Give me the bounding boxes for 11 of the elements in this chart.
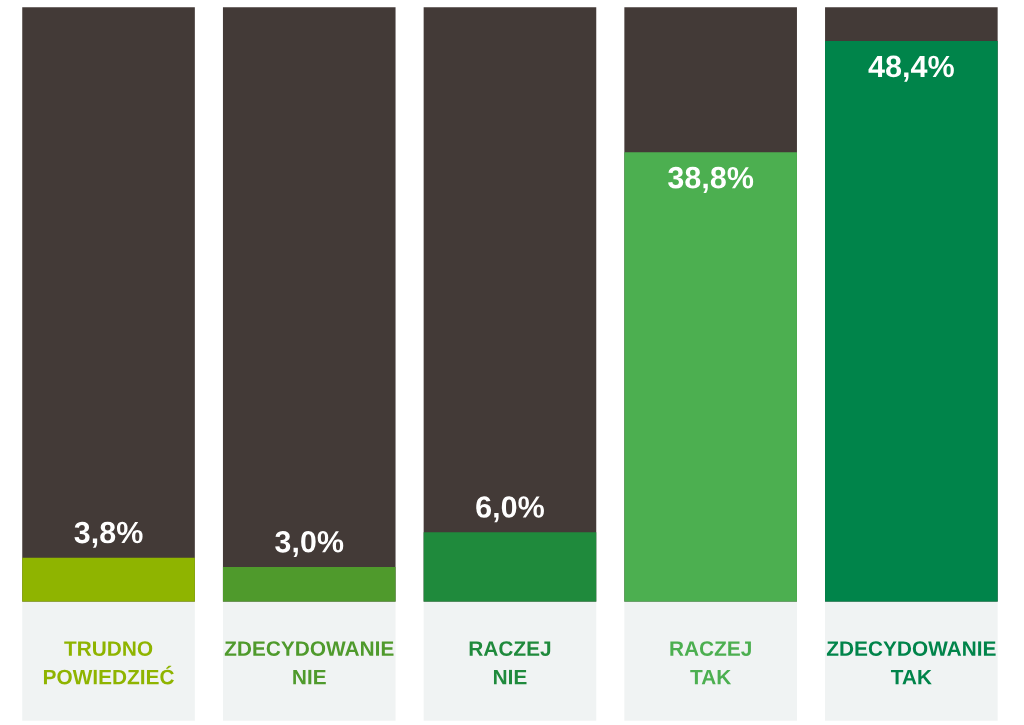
x-tick-label: RACZEJ TAK bbox=[670, 641, 751, 685]
bar bbox=[222, 566, 396, 602]
data-label: 3,0% bbox=[275, 530, 344, 558]
x-tick-label: ZDECYDOWANIE NIE bbox=[224, 641, 394, 685]
x-tick-label: RACZEJ NIE bbox=[469, 641, 551, 685]
data-label: 38,8% bbox=[668, 166, 754, 193]
data-label: 6,0% bbox=[476, 496, 544, 523]
data-label: 48,4% bbox=[868, 55, 954, 82]
data-label: 3,8% bbox=[74, 521, 143, 548]
x-tick-label: ZDECYDOWANIE TAK bbox=[826, 641, 996, 685]
x-tick-label: TRUDNO POWIEDZIEĆ bbox=[43, 641, 174, 685]
